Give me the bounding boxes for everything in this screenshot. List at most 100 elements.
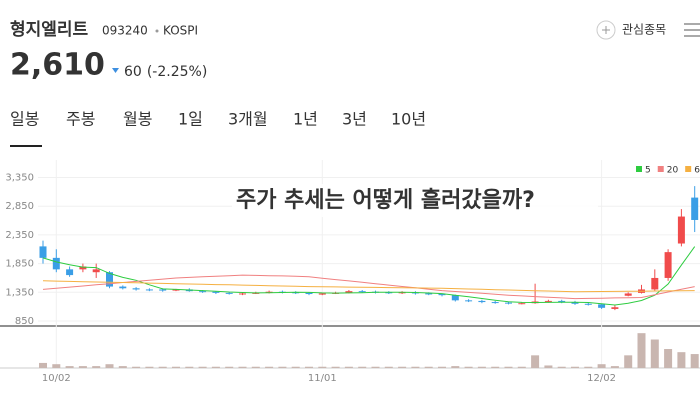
down-arrow xyxy=(112,68,119,73)
legend-swatch xyxy=(636,166,642,172)
candle-body xyxy=(478,300,486,303)
candle-body xyxy=(518,303,526,305)
volume-bar xyxy=(265,366,274,368)
volume-bar xyxy=(65,366,74,368)
y-tick-label: 850 xyxy=(15,316,34,327)
annotation-box xyxy=(232,184,598,217)
volume-bar xyxy=(198,366,207,368)
market: KOSPI xyxy=(163,24,198,38)
volume-bar xyxy=(78,366,87,368)
price: 2,610 xyxy=(10,48,105,83)
candle-body xyxy=(119,286,127,289)
legend-swatch xyxy=(657,166,664,172)
candle-body xyxy=(491,302,499,304)
candle-body xyxy=(425,293,433,295)
volume-bar xyxy=(251,366,260,368)
candle-body xyxy=(624,293,632,296)
candle-body xyxy=(292,292,300,294)
volume-bar xyxy=(185,366,194,368)
volume-bar xyxy=(158,366,167,368)
tab[interactable]: 10년 xyxy=(391,110,426,129)
separator-dot xyxy=(155,29,159,33)
x-tick-label: 11/01 xyxy=(308,373,337,384)
annotation: 주가 추세는 어떻게 흘러갔을까? xyxy=(236,187,535,213)
volume-bar xyxy=(451,366,460,368)
volume-bar xyxy=(211,366,220,368)
candle-body xyxy=(106,272,113,287)
tab[interactable]: 3개월 xyxy=(228,110,268,129)
legend-label: 60 xyxy=(694,166,700,176)
volume-bar xyxy=(557,366,566,368)
volume-bar xyxy=(225,366,234,368)
candle-body xyxy=(611,307,619,309)
candle-body xyxy=(225,292,233,294)
candle-body xyxy=(558,300,566,303)
volume-bar xyxy=(677,352,686,368)
volume-bar xyxy=(132,366,141,368)
candle-body xyxy=(199,291,207,293)
candle-body xyxy=(79,266,87,270)
tab[interactable]: 주봉 xyxy=(66,110,95,129)
tab[interactable]: 1일 xyxy=(178,110,203,129)
volume-bar xyxy=(610,366,619,368)
tab-underline xyxy=(10,145,42,147)
candle-body xyxy=(52,257,60,270)
volume-bar xyxy=(331,366,340,368)
candle-body xyxy=(438,294,446,296)
candle-body xyxy=(318,293,326,295)
moving-average xyxy=(42,280,695,293)
candle-body xyxy=(677,216,685,244)
candle-body xyxy=(39,246,47,258)
volume-bar xyxy=(424,366,433,368)
volume-bar xyxy=(584,366,593,368)
candle-body xyxy=(651,277,659,290)
volume-bar xyxy=(384,366,393,368)
volume-bar xyxy=(52,364,61,368)
legend-label: 20 xyxy=(667,166,679,176)
volume-bar xyxy=(571,366,579,368)
moving-average xyxy=(42,246,696,306)
candle-body xyxy=(212,291,220,293)
candle-body xyxy=(92,269,100,273)
tab[interactable]: 월봉 xyxy=(123,110,152,129)
candle-body xyxy=(584,303,592,305)
candle-body xyxy=(571,302,579,304)
volume-bar xyxy=(145,366,154,368)
legend-label: 5 xyxy=(645,166,651,176)
candle-body xyxy=(505,302,512,304)
volume-bar xyxy=(172,366,180,368)
candle-body xyxy=(598,304,606,308)
menu-icon[interactable] xyxy=(684,23,700,37)
watch-button[interactable]: 관심종목 xyxy=(622,23,666,37)
change-pct: (-2.25%) xyxy=(147,64,207,80)
volume-bar xyxy=(278,366,287,368)
y-tick-label: 3,350 xyxy=(5,173,34,184)
watch-icon[interactable] xyxy=(596,20,616,40)
tab[interactable]: 3년 xyxy=(342,110,367,129)
candle-body xyxy=(465,300,473,302)
candle-body xyxy=(345,291,353,293)
candle-body xyxy=(544,300,552,302)
candle-body xyxy=(664,252,672,278)
moving-average xyxy=(42,274,695,300)
candle-body xyxy=(66,269,74,276)
volume-bar xyxy=(371,366,380,368)
volume-bar xyxy=(597,364,606,368)
volume-bar xyxy=(358,366,367,368)
tab[interactable]: 일봉 xyxy=(10,110,39,129)
volume-bar xyxy=(291,366,300,368)
candle-body xyxy=(159,289,167,291)
tab[interactable]: 1년 xyxy=(293,110,318,129)
stock-name: 형지엘리트 xyxy=(10,19,89,40)
volume-bar xyxy=(531,355,540,368)
candle-body xyxy=(451,295,459,301)
candle-body xyxy=(358,291,366,293)
volume-bar xyxy=(504,366,513,368)
volume-bar xyxy=(411,366,420,368)
volume-bar xyxy=(650,339,659,368)
legend-swatch xyxy=(685,166,692,172)
volume-bar xyxy=(690,354,699,368)
y-tick-label: 2,850 xyxy=(5,201,34,212)
